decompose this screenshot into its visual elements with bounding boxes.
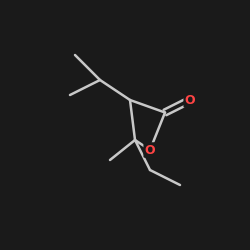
Text: O: O	[145, 144, 155, 156]
Text: O: O	[185, 94, 195, 106]
